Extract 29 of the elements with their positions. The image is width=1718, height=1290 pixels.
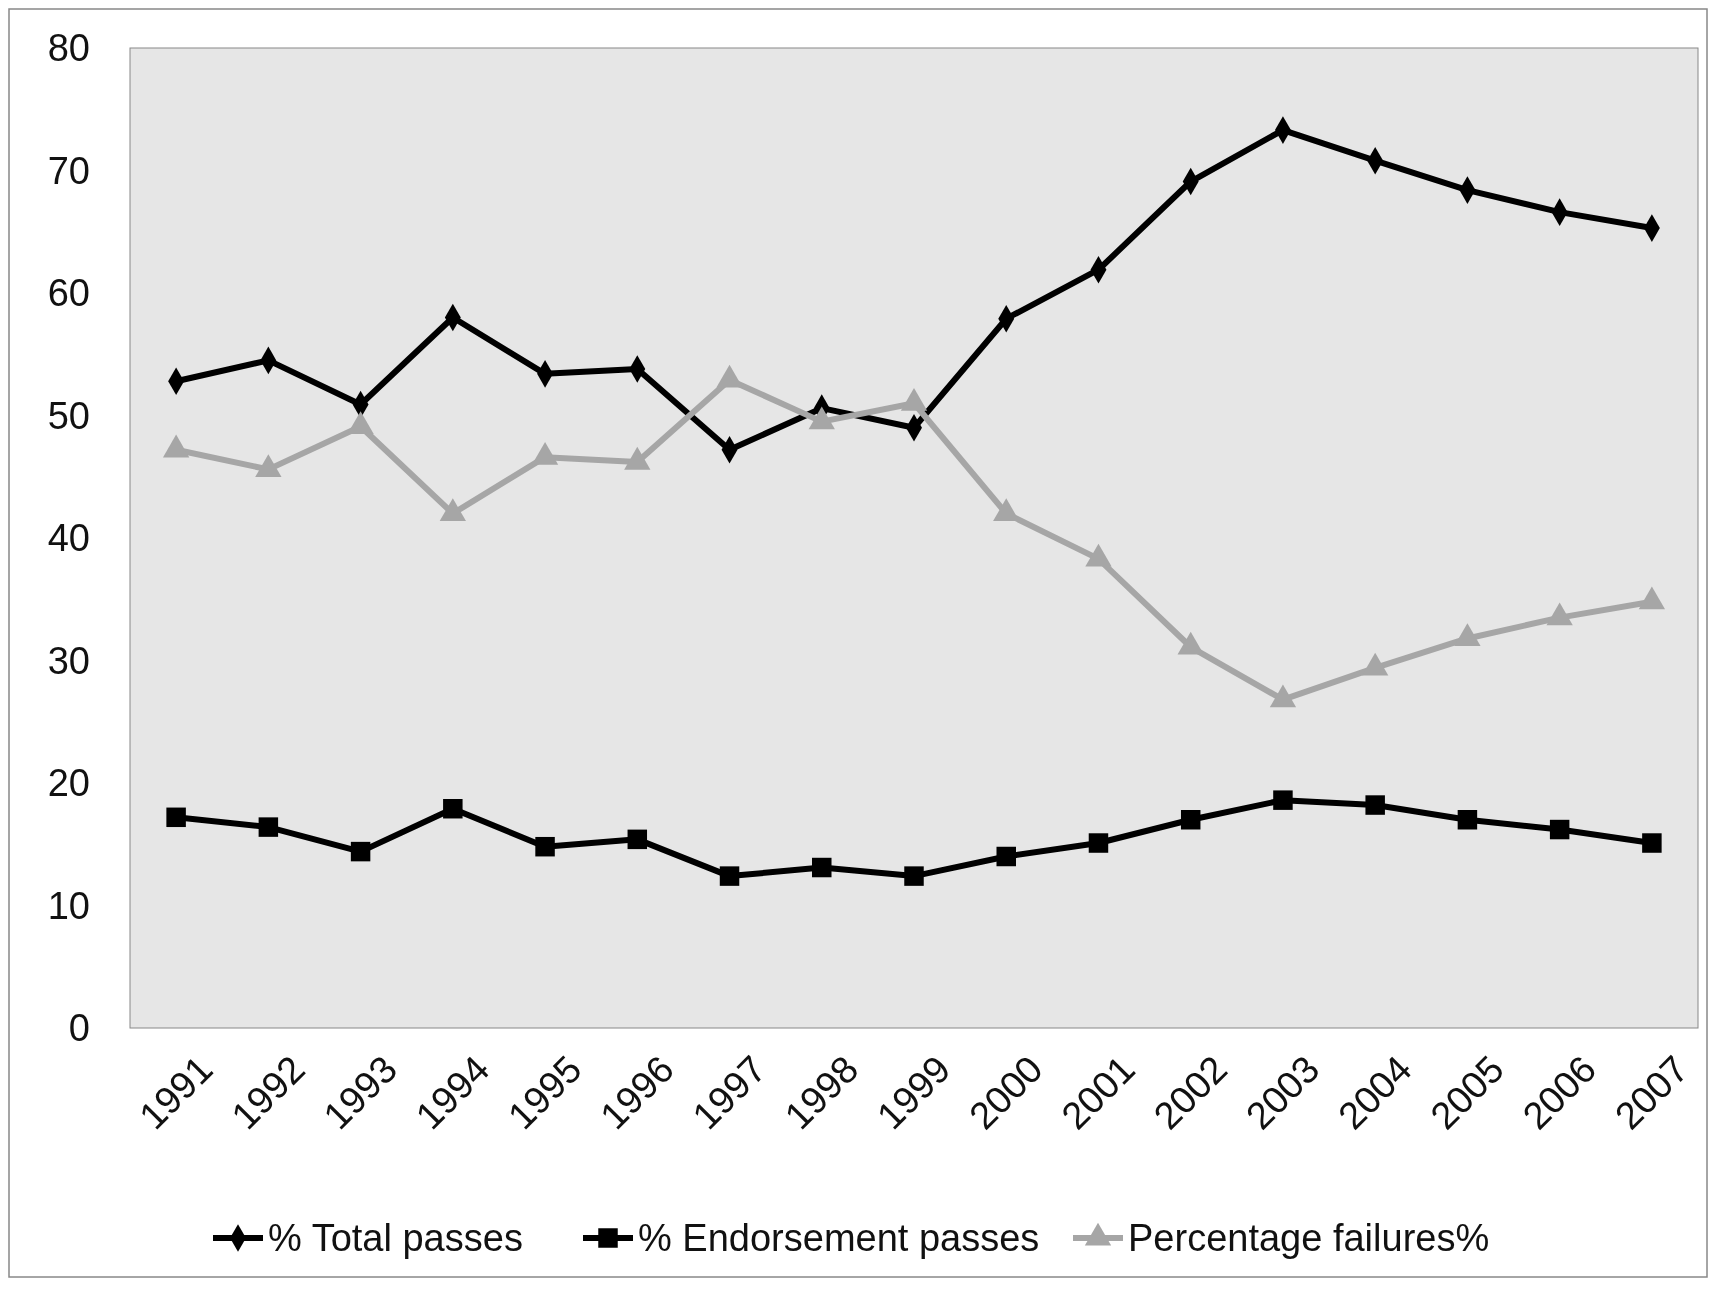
point bbox=[1088, 833, 1109, 853]
point bbox=[258, 817, 279, 837]
y-tick-label: 30 bbox=[47, 639, 90, 682]
y-tick-label: 0 bbox=[68, 1007, 90, 1050]
point bbox=[719, 866, 740, 886]
point bbox=[535, 836, 555, 857]
y-tick-label: 70 bbox=[47, 149, 90, 192]
point bbox=[904, 866, 924, 886]
point bbox=[1180, 810, 1201, 830]
y-tick-label: 50 bbox=[47, 394, 90, 437]
legend-label: % Total passes bbox=[268, 1217, 523, 1260]
point bbox=[1273, 790, 1293, 810]
y-tick-label: 60 bbox=[47, 272, 90, 315]
point bbox=[996, 846, 1016, 867]
point bbox=[1642, 833, 1662, 853]
legend-label: Percentage failures% bbox=[1128, 1217, 1490, 1260]
point bbox=[166, 807, 186, 828]
point bbox=[1549, 819, 1570, 840]
y-tick-label: 20 bbox=[47, 762, 90, 805]
point bbox=[350, 841, 371, 862]
legend-label: % Endorsement passes bbox=[638, 1217, 1040, 1260]
point bbox=[812, 857, 832, 878]
point bbox=[627, 829, 648, 850]
point bbox=[1365, 795, 1385, 815]
y-tick-label: 80 bbox=[47, 27, 90, 70]
point bbox=[443, 798, 463, 819]
y-tick-label: 10 bbox=[47, 884, 90, 927]
point bbox=[1457, 810, 1478, 830]
y-tick-label: 40 bbox=[47, 517, 90, 560]
